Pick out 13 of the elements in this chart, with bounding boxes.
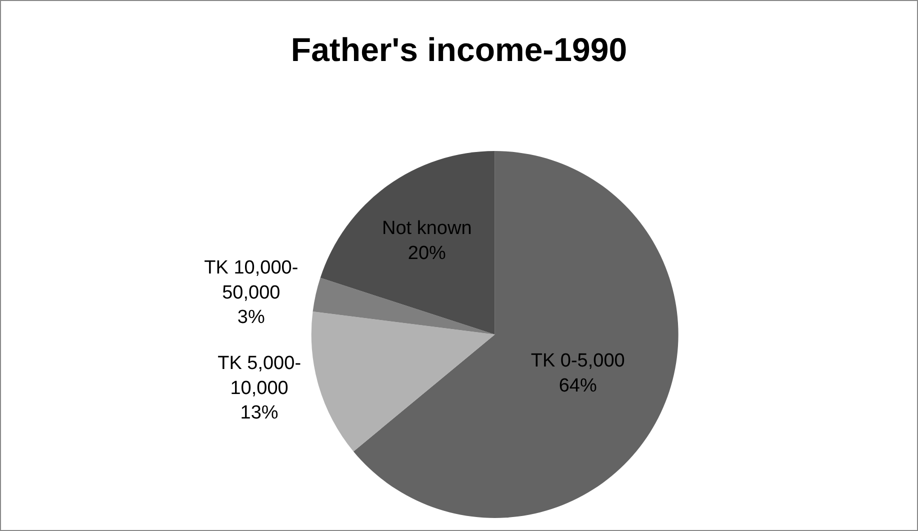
pie-slice [311,312,495,452]
slice-label: TK 0-5,000 [530,350,625,372]
pie-slice [312,278,495,334]
pie-slice [320,151,495,334]
data-label: 13% [240,402,278,424]
slice-label: TK 5,000-10,000 [218,353,302,399]
pie-slice [353,151,678,518]
data-label: 3% [237,306,265,328]
slice-label: TK 10,000-50,000 [204,258,298,304]
chart-title: Father's income-1990 [290,31,628,68]
data-label: 20% [408,242,446,264]
slice-label: Not known [382,218,472,240]
data-label: 64% [558,375,597,396]
